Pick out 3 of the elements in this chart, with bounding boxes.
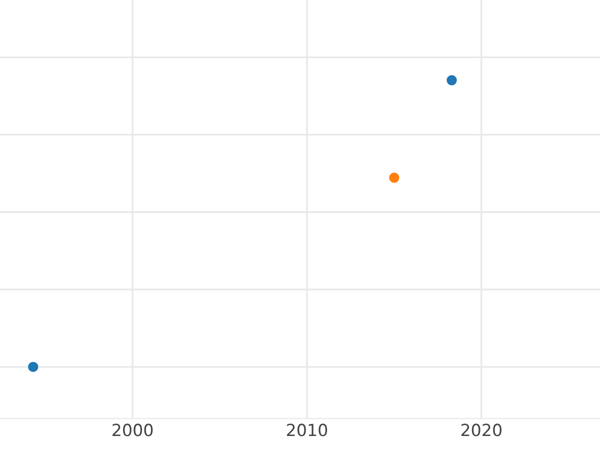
x-tick-label: 2010: [286, 424, 328, 436]
x-tick-label: 2000: [112, 424, 153, 436]
x-tick-label: 2020: [461, 424, 502, 436]
